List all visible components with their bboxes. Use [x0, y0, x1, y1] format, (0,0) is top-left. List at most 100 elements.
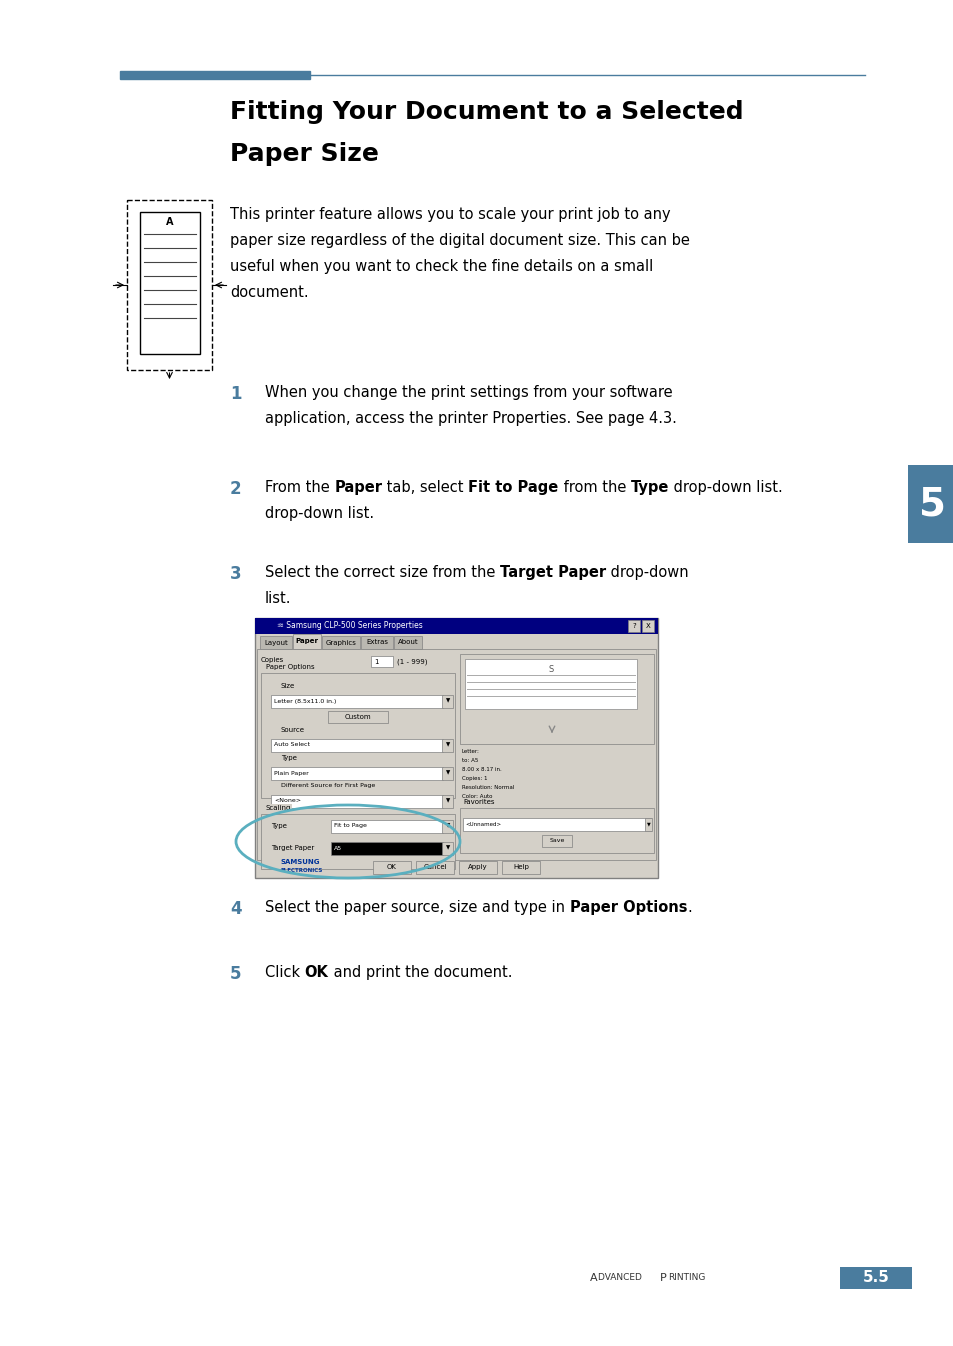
- Text: (1 - 999): (1 - 999): [396, 658, 427, 665]
- Text: and print the document.: and print the document.: [328, 965, 512, 980]
- Bar: [271, 695, 442, 708]
- Bar: [840, 1267, 911, 1289]
- Text: Different Source for First Page: Different Source for First Page: [281, 783, 375, 787]
- Bar: [627, 621, 639, 633]
- Text: application, access the printer Properties. See page 4.3.: application, access the printer Properti…: [265, 411, 677, 425]
- Bar: [541, 835, 572, 847]
- Bar: [140, 213, 200, 354]
- Text: ?: ?: [632, 623, 636, 629]
- Bar: [271, 767, 442, 779]
- Bar: [120, 71, 310, 79]
- Text: 3: 3: [230, 565, 241, 583]
- Text: ELECTRONICS: ELECTRONICS: [281, 868, 323, 872]
- Text: Source: Source: [281, 727, 305, 734]
- Text: When you change the print settings from your software: When you change the print settings from …: [265, 385, 672, 400]
- Bar: [394, 637, 421, 649]
- Bar: [373, 861, 411, 874]
- Bar: [441, 820, 453, 833]
- Text: Graphics: Graphics: [325, 639, 356, 646]
- Bar: [293, 634, 320, 649]
- Text: .: .: [686, 900, 691, 915]
- Text: From the: From the: [265, 481, 334, 495]
- Text: drop-down: drop-down: [605, 565, 688, 580]
- Text: Click: Click: [265, 965, 304, 980]
- Text: Favorites: Favorites: [462, 800, 494, 805]
- Text: to: A5: to: A5: [461, 758, 477, 763]
- Bar: [254, 618, 658, 634]
- Text: ▼: ▼: [445, 845, 450, 851]
- Bar: [464, 660, 637, 709]
- Bar: [416, 861, 454, 874]
- Text: A5: A5: [334, 845, 342, 851]
- Bar: [441, 695, 453, 708]
- Text: Fitting Your Document to a Selected: Fitting Your Document to a Selected: [230, 100, 742, 124]
- Text: Fit to Page: Fit to Page: [468, 481, 558, 495]
- Text: paper size regardless of the digital document size. This can be: paper size regardless of the digital doc…: [230, 233, 689, 248]
- Text: 5: 5: [919, 485, 945, 524]
- Text: This printer feature allows you to scale your print job to any: This printer feature allows you to scale…: [230, 207, 670, 222]
- Text: Auto Select: Auto Select: [274, 743, 310, 747]
- Bar: [641, 621, 654, 633]
- Bar: [907, 464, 953, 542]
- Bar: [256, 649, 656, 860]
- Bar: [127, 201, 212, 370]
- Text: 4: 4: [230, 900, 241, 918]
- Text: ▼: ▼: [445, 770, 450, 775]
- Bar: [261, 814, 455, 870]
- Text: drop-down list.: drop-down list.: [265, 506, 374, 521]
- Text: Letter (8.5x11.0 in.): Letter (8.5x11.0 in.): [274, 699, 336, 704]
- Text: Paper Size: Paper Size: [230, 141, 378, 166]
- Bar: [441, 795, 453, 808]
- Bar: [331, 843, 442, 855]
- Text: Copies: 1: Copies: 1: [461, 777, 487, 781]
- Text: 1: 1: [230, 385, 241, 402]
- Bar: [331, 820, 442, 833]
- Text: from the: from the: [558, 481, 630, 495]
- Text: ▼: ▼: [445, 699, 450, 704]
- Text: Paper: Paper: [334, 481, 382, 495]
- Bar: [458, 861, 497, 874]
- Text: 2: 2: [230, 481, 241, 498]
- Bar: [261, 673, 455, 798]
- Text: ▼: ▼: [445, 743, 450, 747]
- Text: A: A: [589, 1273, 597, 1283]
- Text: Copies: Copies: [261, 657, 284, 664]
- Text: Custom: Custom: [344, 713, 371, 720]
- Text: OK: OK: [304, 965, 328, 980]
- Text: document.: document.: [230, 285, 309, 300]
- Bar: [441, 843, 453, 855]
- Text: Apply: Apply: [468, 864, 487, 870]
- Text: X: X: [645, 623, 650, 629]
- Bar: [322, 637, 359, 649]
- Text: ♒ Samsung CLP-500 Series Properties: ♒ Samsung CLP-500 Series Properties: [276, 622, 422, 630]
- Text: Type: Type: [281, 755, 296, 760]
- Text: Cancel: Cancel: [423, 864, 446, 870]
- Text: drop-down list.: drop-down list.: [668, 481, 782, 495]
- Text: A: A: [166, 217, 173, 227]
- Bar: [271, 739, 442, 752]
- Bar: [260, 637, 292, 649]
- Text: DVANCED: DVANCED: [598, 1273, 644, 1283]
- Text: tab, select: tab, select: [382, 481, 468, 495]
- Bar: [271, 795, 442, 808]
- Text: 5.5: 5.5: [862, 1271, 888, 1285]
- Text: ▼: ▼: [445, 824, 450, 829]
- Text: list.: list.: [265, 591, 292, 606]
- Bar: [254, 618, 658, 878]
- Bar: [462, 818, 650, 830]
- Bar: [328, 711, 388, 723]
- Text: Layout: Layout: [264, 639, 288, 646]
- Text: useful when you want to check the fine details on a small: useful when you want to check the fine d…: [230, 258, 653, 275]
- Text: ▼: ▼: [445, 798, 450, 804]
- Text: Letter:: Letter:: [461, 748, 479, 754]
- Text: P: P: [659, 1273, 666, 1283]
- Bar: [441, 739, 453, 752]
- Text: Extras: Extras: [366, 639, 388, 646]
- Text: SAMSUNG: SAMSUNG: [281, 859, 320, 865]
- Text: 1: 1: [374, 660, 378, 665]
- Text: Type: Type: [271, 822, 287, 829]
- Text: S: S: [548, 665, 553, 674]
- Text: 5: 5: [230, 965, 241, 983]
- Bar: [371, 656, 393, 668]
- Bar: [459, 654, 654, 744]
